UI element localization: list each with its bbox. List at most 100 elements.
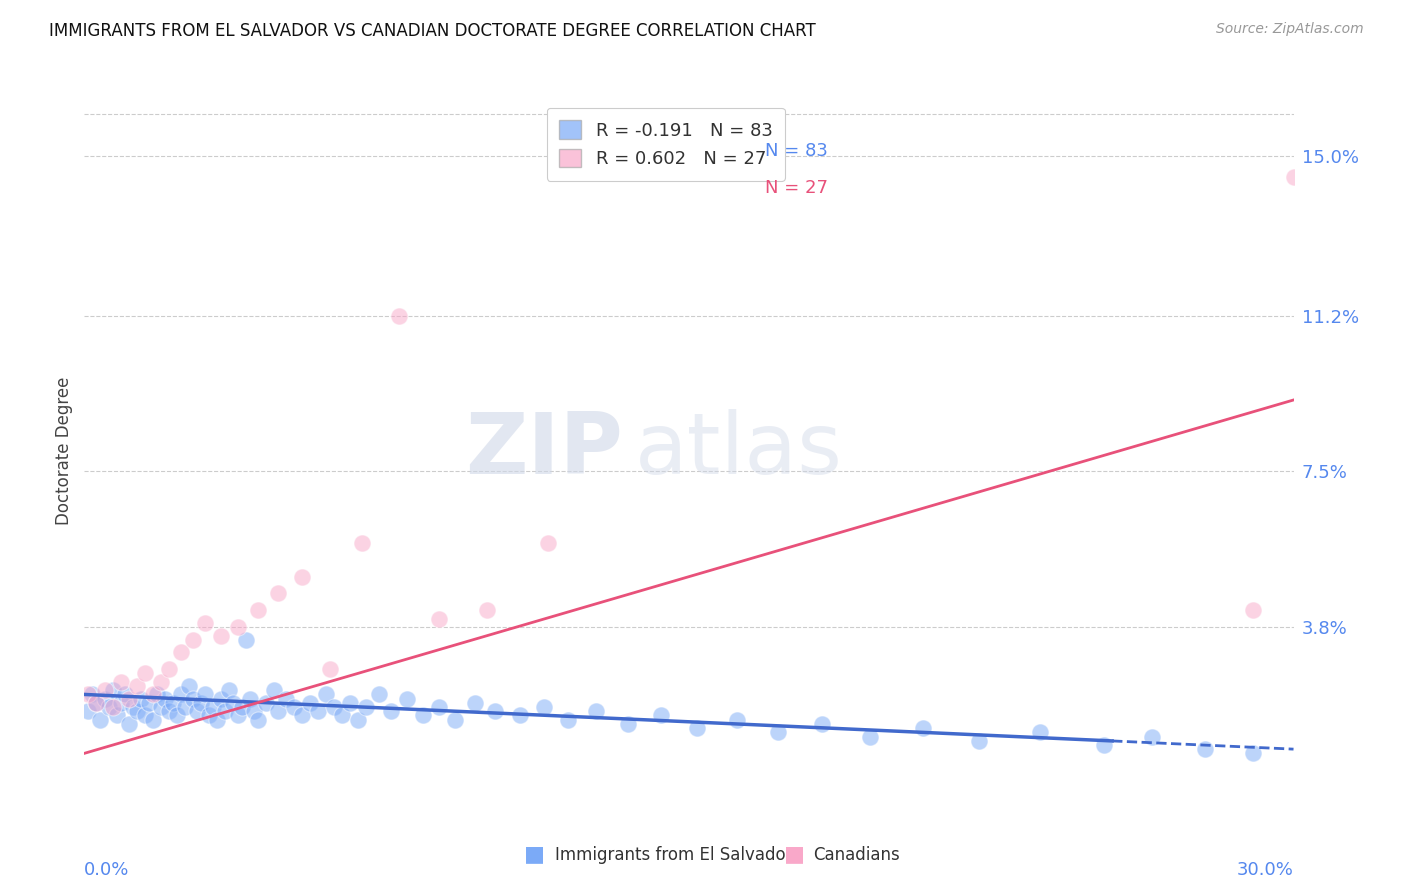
Point [315,688,337,702]
Point [650,708,672,723]
Text: Source: ZipAtlas.com: Source: ZipAtlas.com [1216,22,1364,37]
Point [202,700,225,714]
Point [347,713,370,727]
Point [967,733,990,747]
Point [93,683,115,698]
Point [1028,725,1050,739]
Point [77,688,100,702]
Point [427,700,450,714]
Legend: R = -0.191   N = 83, R = 0.602   N = 27: R = -0.191 N = 83, R = 0.602 N = 27 [547,108,785,181]
Point [267,704,290,718]
Point [330,708,353,723]
Point [557,713,579,727]
Point [190,696,212,710]
Point [246,713,269,727]
Point [274,691,297,706]
Point [1241,747,1264,761]
Point [162,696,184,710]
Point [82,688,104,702]
Text: ZIP: ZIP [465,409,623,492]
Point [209,691,232,706]
Text: N = 27: N = 27 [765,179,828,197]
Point [110,696,132,710]
Point [339,696,361,710]
Point [222,696,245,710]
Point [125,704,148,718]
Point [149,674,172,689]
Point [464,696,486,710]
Point [412,708,434,723]
Point [911,721,934,735]
Point [484,704,506,718]
Text: IMMIGRANTS FROM EL SALVADOR VS CANADIAN DOCTORATE DEGREE CORRELATION CHART: IMMIGRANTS FROM EL SALVADOR VS CANADIAN … [49,22,815,40]
Point [1241,603,1264,617]
Point [246,603,269,617]
Point [291,569,314,583]
Point [114,688,136,702]
Point [129,691,152,706]
Point [235,632,257,647]
Text: ■: ■ [785,845,804,864]
Point [766,725,789,739]
Text: ■: ■ [524,845,544,864]
Point [118,717,141,731]
Point [427,612,450,626]
Point [214,704,236,718]
Point [118,691,141,706]
Text: 30.0%: 30.0% [1237,862,1294,880]
Point [181,632,204,647]
Point [179,679,201,693]
Point [181,691,204,706]
Point [323,700,346,714]
Point [380,704,402,718]
Point [1092,738,1115,752]
Point [811,717,834,731]
Point [283,700,305,714]
Point [207,713,229,727]
Point [93,691,115,706]
Point [395,691,418,706]
Point [239,691,262,706]
Text: N = 83: N = 83 [765,143,828,161]
Point [509,708,531,723]
Point [218,683,240,698]
Point [110,674,132,689]
Point [157,704,180,718]
Point [134,708,156,723]
Point [1282,169,1305,184]
Point [194,615,217,630]
Point [267,586,290,600]
Point [444,713,467,727]
Point [149,700,172,714]
Point [1142,730,1164,744]
Point [142,713,165,727]
Point [617,717,640,731]
Point [86,696,108,710]
Point [194,688,217,702]
Point [226,708,249,723]
Point [356,700,378,714]
Point [105,708,128,723]
Point [138,696,160,710]
Point [153,691,176,706]
Text: Canadians: Canadians [813,846,900,863]
Text: Immigrants from El Salvador: Immigrants from El Salvador [555,846,793,863]
Point [263,683,285,698]
Point [146,688,169,702]
Point [142,688,165,702]
Point [125,679,148,693]
Text: 0.0%: 0.0% [84,862,129,880]
Point [89,713,111,727]
Point [86,696,108,710]
Point [186,704,208,718]
Point [367,688,389,702]
Point [101,683,124,698]
Point [1194,742,1216,756]
Point [725,713,748,727]
Point [291,708,314,723]
Point [477,603,499,617]
Point [299,696,322,710]
Point [533,700,555,714]
Point [77,704,100,718]
Point [585,704,607,718]
